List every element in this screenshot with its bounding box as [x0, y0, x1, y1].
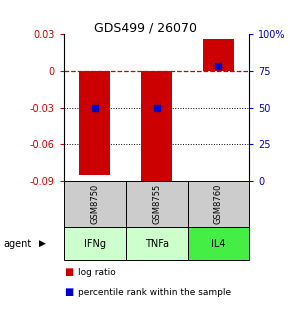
Text: ■: ■: [64, 267, 73, 277]
Bar: [141, 71, 172, 184]
Text: ▶: ▶: [39, 239, 46, 248]
Text: GSM8760: GSM8760: [214, 184, 223, 224]
Text: ■: ■: [64, 287, 73, 297]
Text: GDS499 / 26070: GDS499 / 26070: [93, 22, 197, 35]
Text: IL4: IL4: [211, 239, 226, 249]
Text: log ratio: log ratio: [78, 268, 116, 277]
Text: TNFa: TNFa: [145, 239, 168, 249]
Bar: [79, 71, 110, 175]
Bar: [203, 39, 234, 71]
Text: percentile rank within the sample: percentile rank within the sample: [78, 288, 231, 297]
Text: GSM8755: GSM8755: [152, 184, 161, 224]
Text: IFNg: IFNg: [84, 239, 106, 249]
Text: agent: agent: [3, 239, 31, 249]
Text: GSM8750: GSM8750: [90, 184, 99, 224]
